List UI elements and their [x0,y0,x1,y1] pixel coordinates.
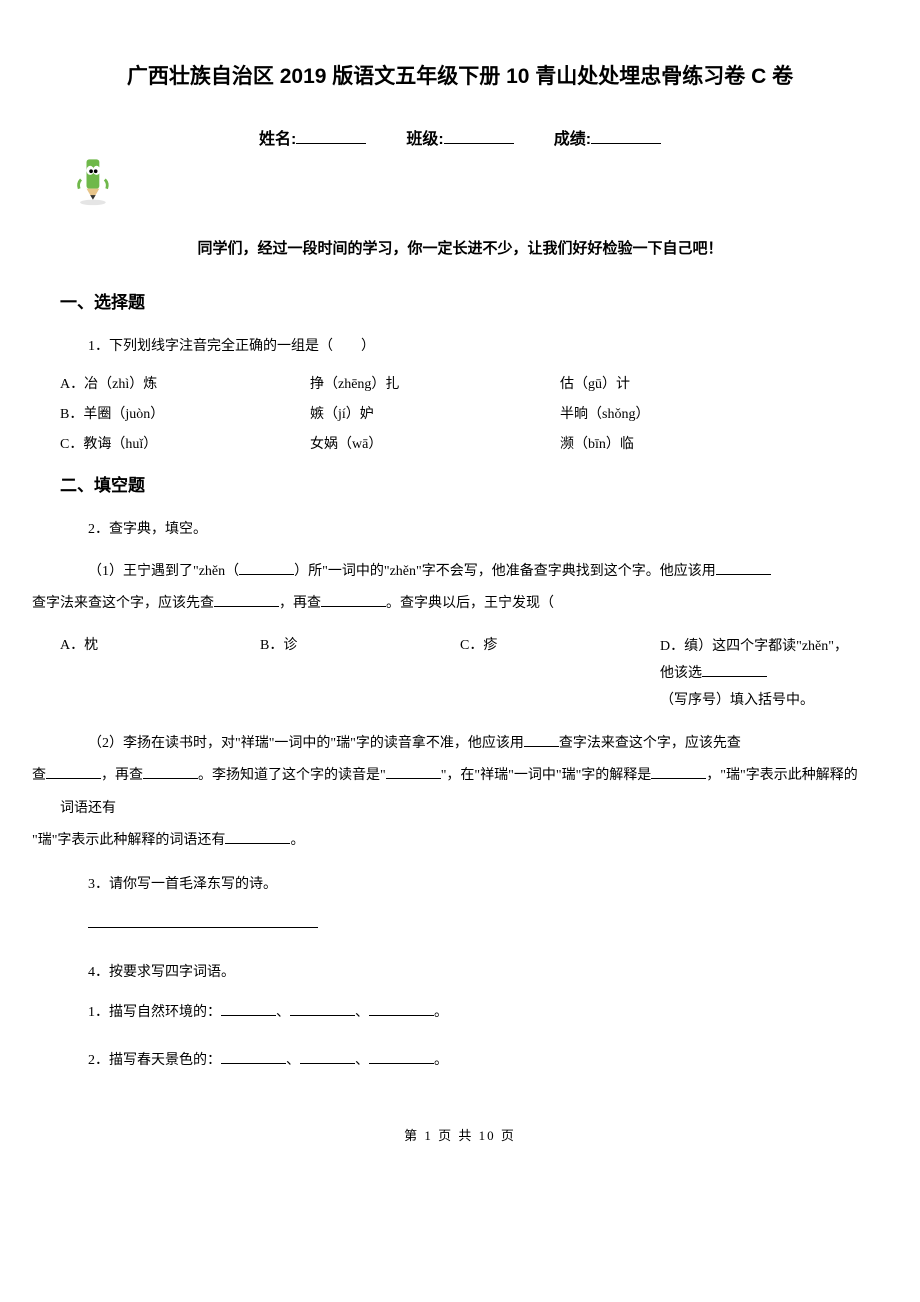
q4-sep1: 、 [276,1005,290,1020]
score-label: 成绩: [554,131,591,148]
class-label: 班级: [406,131,443,148]
q2-opt-b: B．诊 [260,634,460,654]
q4-sep3: 、 [286,1053,300,1068]
section1-title: 一、选择题 [60,288,860,313]
q2-blank5[interactable] [702,662,767,677]
pencil-icon [60,157,860,212]
score-blank[interactable] [591,127,661,144]
q2-blank3[interactable] [214,592,279,607]
document-title: 广西壮族自治区 2019 版语文五年级下册 10 青山处处埋忠骨练习卷 C 卷 [60,60,860,90]
q3-blank-line [88,911,860,939]
q1-row-a: A．冶（zhì）炼 挣（zhēng）扎 估（gū）计 [60,373,860,393]
q4-s1-b3[interactable] [369,1001,434,1016]
q2-p1: （1）王宁遇到了"zhěn（ ）所"一词中的"zhěn"字不会写，他准备查字典找到… [60,556,860,620]
q1-b3: 半晌（shǒng） [560,403,860,423]
q1-row-b: B．羊圈（juòn） 嫉（jí）妒 半晌（shǒng） [60,403,860,423]
q4-s2-b2[interactable] [300,1049,355,1064]
q4-s1: 1．描写自然环境的： 、 、 。 [88,999,860,1027]
q2-p2e: "，在"祥瑞"一词中"瑞"字的解释是 [441,768,652,783]
q2-p2d: 。李扬知道了这个字的读音是" [198,768,386,783]
q2-p2: （2）李扬在读书时，对"祥瑞"一词中的"瑞"字的读音拿不准，他应该用 查字法来查这… [60,728,860,857]
q3-stem: 3．请你写一首毛泽东写的诗。 [88,871,860,899]
q1-a2: 挣（zhēng）扎 [310,373,560,393]
q4-sep4: 、 [355,1053,369,1068]
q1-c3: 濒（bīn）临 [560,433,860,453]
q4-s1-b1[interactable] [221,1001,276,1016]
q2-p1c: 查字法来查这个字，应该先查 [32,596,214,611]
q1-a1: A．冶（zhì）炼 [60,373,310,393]
q2-blank6[interactable] [524,732,559,747]
q2-blank10[interactable] [651,764,706,779]
q1-stem: 1．下列划线字注音完全正确的一组是（ ） [88,333,860,361]
name-blank[interactable] [296,127,366,144]
q2-blank9[interactable] [386,764,441,779]
q1-b1: B．羊圈（juòn） [60,403,310,423]
q2-blank7[interactable] [46,764,101,779]
section2-title: 二、填空题 [60,471,860,496]
q2-stem: 2．查字典，填空。 [88,516,860,544]
q2-p1e: 。查字典以后，王宁发现（ [386,596,554,611]
name-label: 姓名: [259,131,296,148]
q4-s1-label: 1．描写自然环境的： [88,1005,221,1020]
q2-opt-a: A．枕 [60,634,260,654]
q4-s2: 2．描写春天景色的： 、 、 。 [88,1047,860,1075]
q4-stem: 4．按要求写四字词语。 [88,959,860,987]
q2-blank8[interactable] [143,764,198,779]
encourage-text: 同学们，经过一段时间的学习，你一定长进不少，让我们好好检验一下自己吧！ [60,237,860,258]
q4-end2: 。 [434,1053,448,1068]
q2-p2g: 。 [290,833,304,848]
q2-opt-d2: （写序号）填入括号中。 [660,693,814,708]
q2-blank11[interactable] [225,829,290,844]
q2-p2b: 查字法来查这个字，应该先查 [559,736,741,751]
q2-p1b: ）所"一词中的"zhěn"字不会写，他准备查字典找到这个字。他应该用 [294,564,716,579]
q1-row-c: C．教诲（huǐ） 女娲（wā） 濒（bīn）临 [60,433,860,453]
q4-s2-label: 2．描写春天景色的： [88,1053,221,1068]
q2-opt-c: C．疹 [460,634,660,654]
q2-opt-d: D．缜）这四个字都读"zhěn"，他该选 （写序号）填入括号中。 [660,634,860,714]
q3-blank[interactable] [88,913,318,928]
q2-blank2[interactable] [716,560,771,575]
q2-p1a: （1）王宁遇到了"zhěn（ [88,564,239,579]
q4-s1-b2[interactable] [290,1001,355,1016]
page-footer: 第 1 页 共 10 页 [60,1125,860,1144]
q2-blank1[interactable] [239,560,294,575]
q4-end1: 。 [434,1005,448,1020]
q4-sep2: 、 [355,1005,369,1020]
q2-p2a: （2）李扬在读书时，对"祥瑞"一词中的"瑞"字的读音拿不准，他应该用 [88,736,524,751]
info-line: 姓名: 班级: 成绩: [60,125,860,149]
q1-c2: 女娲（wā） [310,433,560,453]
q2-p2f2: "瑞"字表示此种解释的词语还有 [32,833,225,848]
q2-p1d: ，再查 [279,596,321,611]
class-blank[interactable] [444,127,514,144]
q2-p2c: ，再查 [101,768,143,783]
q1-a3: 估（gū）计 [560,373,860,393]
q2-options: A．枕 B．诊 C．疹 D．缜）这四个字都读"zhěn"，他该选 （写序号）填入… [60,634,860,714]
q1-c1: C．教诲（huǐ） [60,433,310,453]
q2-blank4[interactable] [321,592,386,607]
q4-s2-b1[interactable] [221,1049,286,1064]
q4-s2-b3[interactable] [369,1049,434,1064]
q1-b2: 嫉（jí）妒 [310,403,560,423]
